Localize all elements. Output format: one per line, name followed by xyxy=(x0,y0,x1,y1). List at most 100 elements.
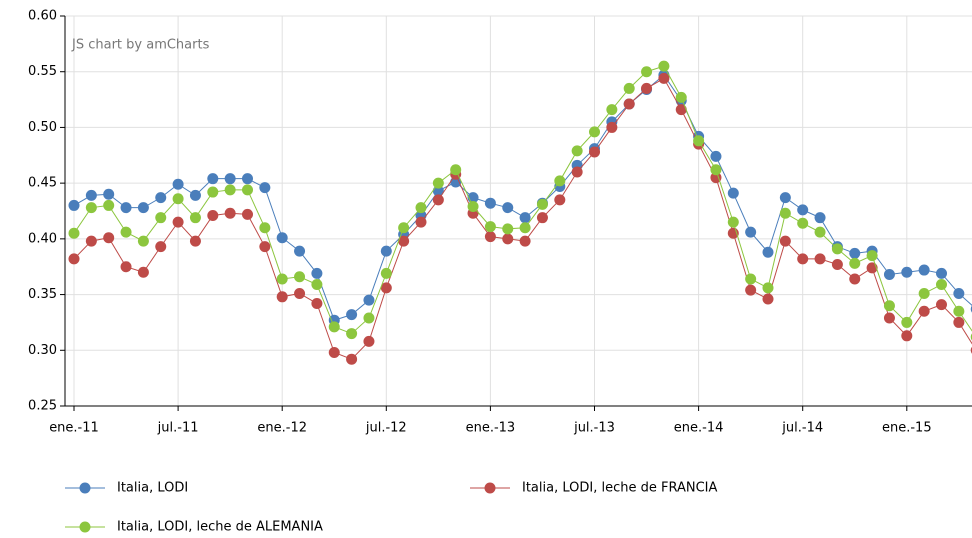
point xyxy=(398,222,410,234)
point xyxy=(172,193,184,205)
x-tick-label: jul.-12 xyxy=(365,421,407,436)
point xyxy=(814,212,826,224)
point xyxy=(883,269,895,281)
point xyxy=(502,233,514,245)
x-tick-label: jul.-13 xyxy=(573,421,615,436)
point xyxy=(675,104,687,116)
point xyxy=(710,164,722,176)
point xyxy=(519,235,531,247)
point xyxy=(762,246,774,258)
point xyxy=(779,207,791,219)
point xyxy=(137,235,149,247)
point xyxy=(866,262,878,274)
point xyxy=(606,104,618,116)
point xyxy=(814,253,826,265)
point xyxy=(380,282,392,294)
point xyxy=(883,312,895,324)
point xyxy=(918,264,930,276)
point xyxy=(380,267,392,279)
point xyxy=(311,267,323,279)
point xyxy=(155,241,167,253)
point xyxy=(363,294,375,306)
point xyxy=(831,258,843,270)
point xyxy=(710,150,722,162)
point xyxy=(120,261,132,273)
y-tick-label: 0.55 xyxy=(28,64,57,79)
point xyxy=(189,212,201,224)
point xyxy=(259,182,271,194)
point xyxy=(849,273,861,285)
point xyxy=(623,98,635,110)
point xyxy=(901,266,913,278)
point xyxy=(849,257,861,269)
point xyxy=(849,247,861,259)
point xyxy=(415,202,427,214)
point xyxy=(762,282,774,294)
point xyxy=(866,250,878,262)
point xyxy=(693,135,705,147)
x-tick-label: ene.-15 xyxy=(882,421,932,436)
point xyxy=(363,312,375,324)
point xyxy=(328,347,340,359)
point xyxy=(745,284,757,296)
y-tick-label: 0.40 xyxy=(28,231,57,246)
point xyxy=(918,287,930,299)
point xyxy=(536,212,548,224)
point xyxy=(311,279,323,291)
point xyxy=(432,194,444,206)
point xyxy=(68,227,80,239)
point xyxy=(85,189,97,201)
point xyxy=(762,293,774,305)
point xyxy=(901,330,913,342)
point xyxy=(346,309,358,321)
x-tick-label: ene.-12 xyxy=(257,421,307,436)
point xyxy=(953,287,965,299)
point xyxy=(745,273,757,285)
point xyxy=(658,72,670,84)
point xyxy=(328,321,340,333)
point xyxy=(346,328,358,340)
point xyxy=(224,184,236,196)
point xyxy=(797,217,809,229)
point xyxy=(571,166,583,178)
point xyxy=(554,175,566,187)
point xyxy=(172,216,184,228)
point xyxy=(484,231,496,243)
y-tick-label: 0.30 xyxy=(28,343,57,358)
point xyxy=(571,145,583,157)
point xyxy=(727,187,739,199)
point xyxy=(103,188,115,200)
y-tick-label: 0.35 xyxy=(28,287,57,302)
y-tick-label: 0.25 xyxy=(28,399,57,414)
point xyxy=(207,209,219,221)
point xyxy=(276,273,288,285)
point xyxy=(363,335,375,347)
point xyxy=(68,253,80,265)
point xyxy=(519,222,531,234)
point xyxy=(311,297,323,309)
point xyxy=(242,208,253,220)
point xyxy=(953,316,965,328)
x-tick-label: jul.-14 xyxy=(781,421,823,436)
point xyxy=(68,199,80,211)
point xyxy=(137,266,149,278)
credit: JS chart by amCharts xyxy=(71,38,210,53)
point xyxy=(710,172,722,184)
point xyxy=(467,201,479,213)
point xyxy=(120,226,132,238)
point xyxy=(242,173,253,185)
point xyxy=(380,245,392,257)
point xyxy=(779,235,791,247)
point xyxy=(85,202,97,214)
point xyxy=(606,121,618,133)
y-tick-label: 0.50 xyxy=(28,120,57,135)
point xyxy=(814,226,826,238)
point xyxy=(901,316,913,328)
point xyxy=(589,126,600,138)
point xyxy=(883,300,895,312)
legend-label: Italia, LODI xyxy=(117,481,188,496)
point xyxy=(155,192,167,204)
point xyxy=(120,202,132,214)
point xyxy=(641,82,653,94)
point xyxy=(918,305,930,317)
